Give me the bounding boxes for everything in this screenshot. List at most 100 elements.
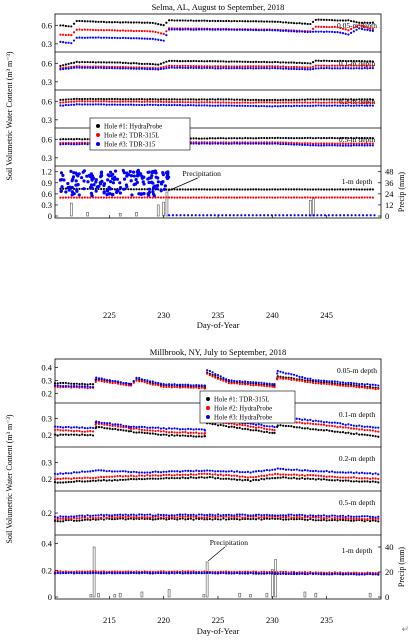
- data-point: [178, 477, 182, 480]
- data-point: [341, 384, 345, 387]
- data-point: [83, 28, 86, 31]
- data-point: [129, 174, 134, 178]
- data-point: [75, 137, 78, 141]
- depth-label: 0.1-m depth: [339, 59, 375, 68]
- data-point: [200, 60, 203, 63]
- data-point: [91, 36, 95, 39]
- data-point: [70, 62, 73, 65]
- data-point: [181, 196, 184, 199]
- data-point: [97, 20, 100, 23]
- data-point: [125, 429, 128, 432]
- legend-marker: [96, 133, 100, 137]
- data-point: [90, 186, 94, 190]
- annotation-arrow: [207, 546, 226, 562]
- data-point: [249, 60, 252, 64]
- data-point: [369, 477, 372, 480]
- data-point: [257, 479, 260, 482]
- data-point: [350, 214, 353, 217]
- data-point: [206, 104, 209, 107]
- data-point: [208, 517, 211, 521]
- data-point: [279, 516, 282, 519]
- data-point: [322, 188, 326, 191]
- data-point: [127, 382, 130, 385]
- precip-bar: [202, 594, 206, 598]
- data-point: [276, 101, 279, 104]
- data-point: [282, 473, 285, 476]
- data-point: [214, 517, 217, 521]
- data-point: [341, 104, 345, 107]
- data-point: [222, 101, 225, 104]
- data-point: [235, 98, 239, 101]
- data-point: [135, 514, 138, 517]
- data-point: [175, 214, 178, 217]
- data-point: [366, 136, 369, 140]
- data-point: [303, 98, 307, 101]
- data-point: [352, 471, 355, 475]
- data-point: [347, 517, 350, 520]
- data-point: [151, 514, 154, 517]
- data-point: [238, 196, 241, 199]
- data-point: [138, 21, 141, 24]
- data-point: [103, 427, 106, 430]
- data-point: [268, 142, 271, 145]
- data-point: [75, 385, 78, 388]
- data-point: [344, 104, 347, 107]
- data-point: [257, 20, 260, 23]
- data-point: [325, 101, 328, 104]
- data-point: [265, 513, 268, 516]
- data-point: [363, 515, 366, 518]
- data-point: [166, 170, 170, 174]
- data-point: [327, 214, 330, 217]
- data-point: [208, 476, 211, 479]
- data-point: [168, 188, 171, 191]
- data-point: [295, 421, 298, 424]
- data-point: [355, 517, 358, 520]
- data-point: [263, 382, 266, 385]
- data-point: [176, 19, 179, 22]
- data-point: [81, 36, 84, 39]
- data-point: [119, 29, 122, 32]
- data-point: [292, 65, 296, 69]
- data-point: [170, 476, 173, 480]
- data-point: [162, 430, 165, 433]
- data-point: [70, 433, 73, 436]
- data-point: [369, 383, 372, 386]
- data-point: [170, 571, 173, 574]
- data-point: [143, 29, 146, 33]
- data-point: [358, 573, 361, 576]
- data-point: [113, 67, 116, 70]
- data-point: [143, 474, 146, 478]
- data-point: [320, 573, 323, 576]
- data-point: [265, 428, 268, 431]
- data-point: [197, 28, 201, 31]
- data-point: [227, 65, 230, 68]
- data-point: [377, 481, 380, 484]
- data-point: [116, 513, 119, 517]
- data-point: [154, 63, 157, 66]
- data-point: [53, 518, 57, 521]
- data-point: [86, 387, 89, 390]
- data-point: [233, 196, 236, 199]
- data-point: [197, 142, 201, 145]
- data-point: [314, 101, 317, 104]
- data-point: [358, 424, 361, 427]
- data-point: [189, 513, 192, 516]
- data-point: [333, 479, 336, 482]
- y-tick-label: 0.3: [41, 77, 52, 87]
- data-point: [148, 67, 152, 71]
- data-point: [178, 103, 182, 107]
- data-point: [233, 426, 236, 429]
- data-point: [355, 382, 358, 385]
- data-point: [333, 142, 336, 145]
- data-point: [292, 142, 296, 145]
- data-point: [282, 518, 285, 521]
- data-point: [173, 474, 176, 477]
- data-point: [195, 66, 198, 69]
- data-point: [102, 29, 105, 32]
- data-point: [94, 196, 97, 199]
- data-point: [336, 380, 339, 383]
- data-point: [110, 103, 114, 106]
- data-point: [216, 515, 220, 518]
- data-point: [176, 518, 179, 521]
- data-point: [225, 214, 228, 217]
